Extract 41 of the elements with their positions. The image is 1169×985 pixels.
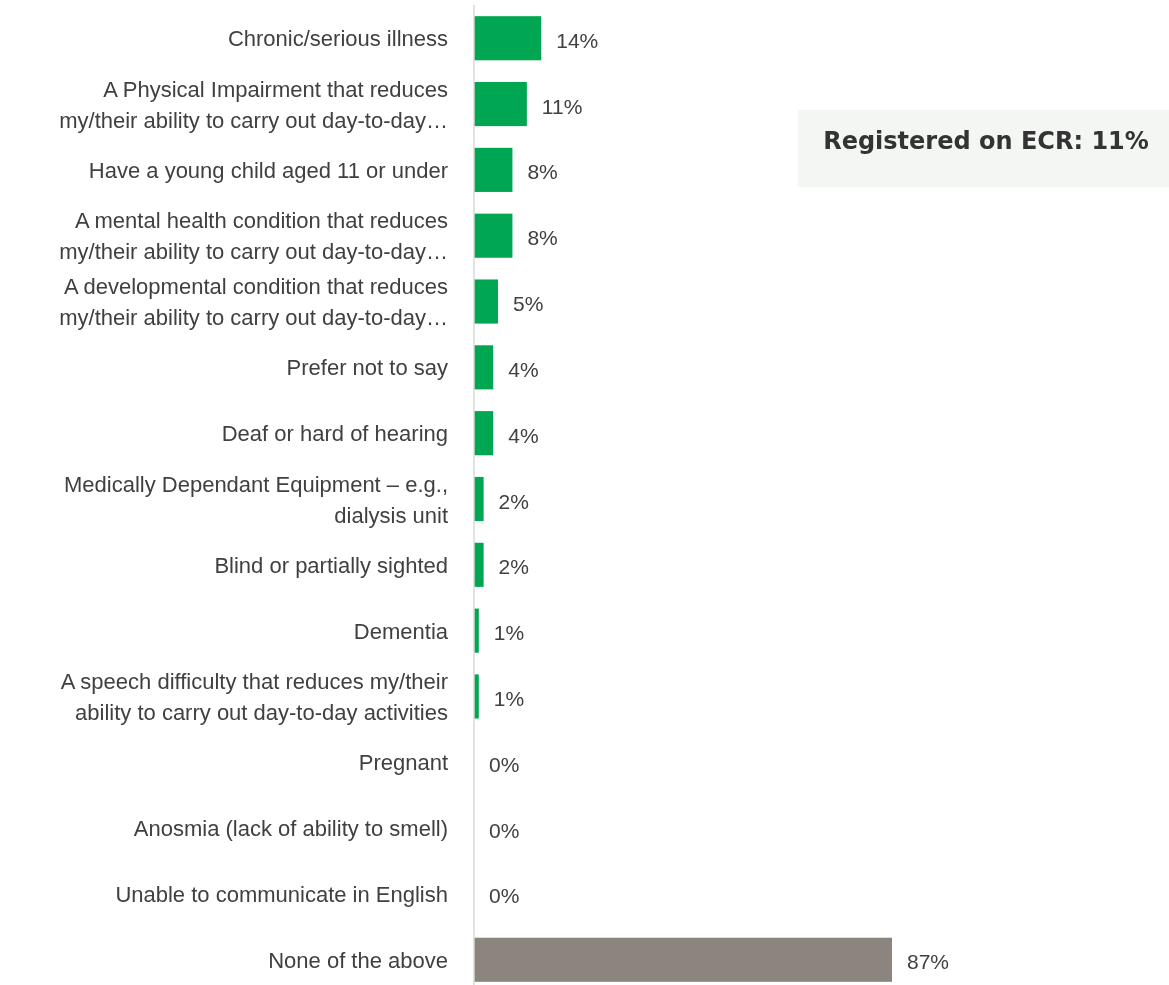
data-label: 4% (508, 423, 539, 447)
data-label: 2% (498, 555, 529, 579)
data-label: 1% (493, 621, 525, 645)
data-label: 2% (498, 489, 529, 513)
y-tick-label: None of the above (268, 947, 448, 973)
bar (474, 213, 513, 258)
y-tick-label: Chronic/serious illness (227, 25, 448, 51)
bar (474, 411, 494, 456)
bar (474, 279, 499, 324)
data-label: 8% (527, 160, 558, 184)
y-tick-label: Medically Dependant Equipment – e.g., dialysis unit (63, 471, 448, 527)
data-label: 8% (527, 226, 558, 250)
bar (474, 16, 542, 61)
data-label: 87% (907, 950, 950, 974)
annotation: Registered on ECR: 11% (823, 127, 1149, 155)
data-label: 0% (489, 818, 520, 842)
y-tick-label: A speech difficulty that reduces my/their ability to carry out day-to-day activities (60, 668, 448, 725)
data-label: 11% (541, 94, 583, 118)
data-label: 1% (493, 686, 525, 710)
y-tick-label: Have a young child aged 11 or under (88, 157, 448, 183)
bar (474, 82, 527, 127)
bar (474, 542, 484, 587)
y-tick-label: Deaf or hard of hearing (221, 420, 448, 446)
y-tick-label: Anosmia (lack of ability to smell) (133, 815, 448, 841)
data-label: 0% (489, 752, 520, 776)
y-tick-label: Blind or partially sighted (214, 552, 448, 578)
data-label: 4% (508, 357, 539, 381)
y-tick-label: Prefer not to say (286, 354, 448, 380)
y-tick-label: Pregnant (358, 749, 448, 775)
data-label: 14% (556, 28, 599, 52)
y-tick-label: Dementia (353, 618, 449, 644)
y-tick-label: A mental health condition that reduces my/their ability to carry out day-to-day… (59, 207, 448, 264)
y-tick-label: A developmental condition that reduces my/their ability to carry out day-to-day… (59, 273, 448, 330)
y-tick-label: A Physical Impairment that reduces my/their ability to carry out day-to-day… (59, 76, 448, 133)
data-label: 0% (489, 884, 520, 908)
data-label: 5% (513, 292, 544, 316)
y-tick-label: Unable to communicate in English (115, 881, 448, 907)
bar (474, 937, 892, 982)
bar (474, 147, 513, 192)
bar (474, 345, 494, 390)
bar (474, 476, 484, 522)
